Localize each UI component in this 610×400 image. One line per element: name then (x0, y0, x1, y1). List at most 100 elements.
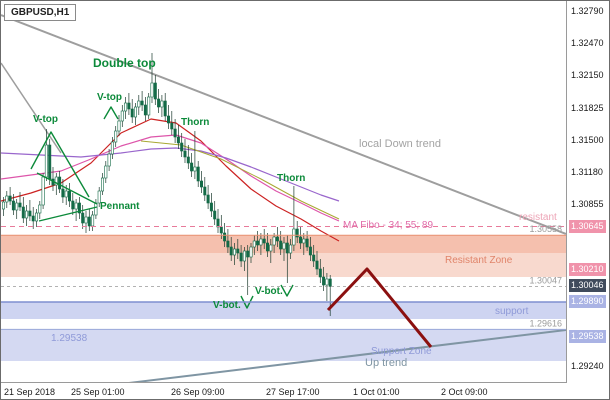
candle-body (127, 102, 131, 110)
candle-body (84, 216, 88, 224)
candle-body (5, 195, 9, 203)
candle-body (74, 202, 78, 210)
candle-body (34, 212, 38, 222)
annotation-support: support (495, 306, 529, 317)
chart-plot-area: 1.30558 1.30047 1.29616 Double top V-top V-to… (1, 1, 567, 383)
candle-body (64, 190, 68, 198)
candle-body (180, 142, 184, 152)
candle-body (298, 236, 302, 244)
candlestick-chart[interactable]: 1.30558 1.30047 1.29616 Double top V-top V-to… (1, 1, 566, 382)
candle-body (18, 202, 22, 208)
candle-body (81, 212, 85, 224)
candle-body (68, 190, 72, 202)
candle-body (173, 128, 177, 138)
v-bot-mark-2 (280, 284, 294, 297)
candle-body (110, 141, 114, 155)
pennant-lower-line (38, 206, 98, 222)
candle-body (226, 240, 230, 248)
candle-body (150, 82, 154, 98)
candle-body (120, 110, 124, 122)
candle-body (216, 218, 220, 228)
time-tick-1-oct-01-00: 1 Oct 01:00 (353, 387, 400, 397)
candle-body (143, 104, 147, 116)
candle-body (252, 240, 256, 248)
candle-body (236, 248, 240, 254)
candle-body (28, 210, 32, 217)
price-tick-1-29538: 1.29538 (569, 330, 606, 343)
price-tick-1-29240: 1.29240 (571, 361, 604, 371)
candle-body (153, 82, 157, 100)
candle-body (262, 238, 266, 244)
candle-body (157, 98, 161, 108)
candle-body (124, 102, 128, 112)
candle-body (315, 260, 319, 270)
candle-body (167, 115, 171, 124)
level-label-1-30558: 1.30558 (529, 224, 562, 234)
annotation-v-top: V-top (97, 92, 122, 103)
annotation-v-bot: V-bot. (213, 300, 241, 311)
time-tick-27-sep-17-00: 27 Sep 17:00 (266, 387, 320, 397)
secondary-down-trendline (1, 62, 62, 154)
time-tick-2-oct-09-00: 2 Oct 09:00 (441, 387, 488, 397)
candle-body (77, 202, 81, 214)
annotation-double-top: Double top (93, 56, 156, 70)
candle-body (275, 236, 279, 242)
candle-body (246, 250, 250, 258)
candle-body (91, 214, 95, 227)
candle-body (160, 100, 164, 108)
candle-body (190, 162, 194, 172)
candle-body (25, 210, 29, 219)
candle-body (279, 240, 283, 250)
candle-body (295, 228, 299, 238)
candle-body (308, 246, 312, 256)
time-tick-26-sep-09-00: 26 Sep 09:00 (171, 387, 225, 397)
candle-body (259, 238, 263, 246)
candle-body (61, 188, 65, 198)
candle-body (21, 206, 25, 219)
annotation-v-top: V-top (33, 114, 58, 125)
annotation-v-bot: V-bot. (255, 286, 283, 297)
annotation-up-trend: Up trend (365, 357, 407, 369)
candle-body (272, 236, 276, 246)
candle-body (71, 200, 75, 210)
support-zone-lower (1, 329, 566, 361)
price-tick-1-32150: 1.32150 (571, 70, 604, 80)
candle-body (170, 122, 174, 130)
candle-body (44, 144, 48, 178)
ma-fibo-34 (1, 118, 340, 242)
candle-body (249, 246, 253, 258)
up-trendline (128, 329, 566, 382)
candle-body (163, 100, 167, 117)
candle-body (318, 268, 322, 278)
candle-body (239, 252, 243, 262)
level-label-1-29616: 1.29616 (529, 318, 562, 328)
candle-body (31, 215, 35, 222)
candle-body (104, 165, 108, 179)
candle-body (1, 201, 6, 210)
v-bot-mark-1 (240, 295, 254, 309)
candle-body (219, 226, 223, 234)
price-tick-1-30046: 1.30046 (569, 279, 606, 292)
annotation-pennant: Pennant (100, 201, 140, 212)
price-tick-1-32470: 1.32470 (571, 38, 604, 48)
forecast-zigzag (326, 267, 433, 348)
candle-body (114, 130, 118, 143)
annotation-support-zone: Support Zone (371, 346, 432, 357)
candle-body (322, 276, 326, 286)
candle-body (312, 254, 316, 262)
candle-body (289, 244, 293, 254)
price-tick-1-30645: 1.30645 (569, 220, 606, 233)
candle-body (48, 144, 52, 180)
candle-body (213, 210, 217, 220)
annotation-local-down-trend: local Down trend (359, 138, 441, 150)
candle-body (41, 176, 45, 206)
candle-body (325, 278, 329, 286)
candle-body (107, 153, 111, 167)
candle-body (282, 242, 286, 250)
price-tick-1-31500: 1.31500 (571, 135, 604, 145)
candle-body (94, 202, 98, 216)
candle-body (15, 202, 19, 211)
candle-body (305, 238, 309, 248)
candle-body (58, 176, 62, 190)
